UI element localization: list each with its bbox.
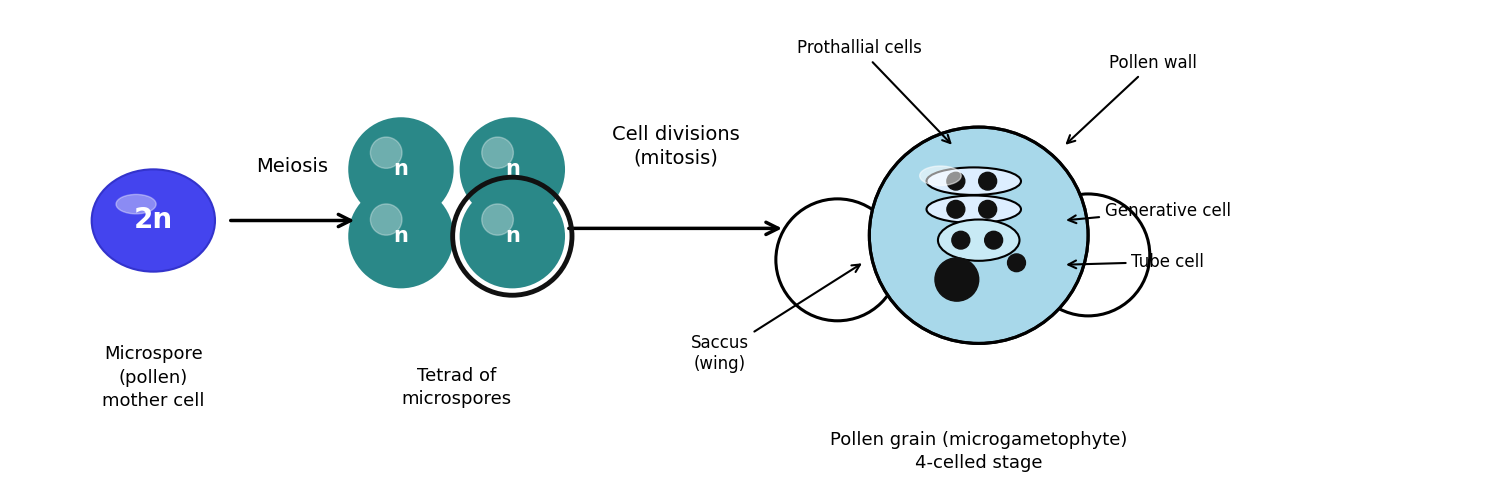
Text: n: n: [393, 160, 408, 180]
Circle shape: [348, 117, 453, 222]
Ellipse shape: [927, 168, 1022, 195]
Circle shape: [984, 232, 1002, 249]
Circle shape: [952, 232, 970, 249]
Circle shape: [934, 258, 978, 301]
Text: Cell divisions
(mitosis): Cell divisions (mitosis): [612, 126, 740, 168]
Text: n: n: [393, 226, 408, 246]
Text: 2n: 2n: [134, 206, 172, 234]
Text: Microspore
(pollen)
mother cell: Microspore (pollen) mother cell: [102, 345, 204, 410]
Text: Tetrad of
microspores: Tetrad of microspores: [402, 367, 512, 408]
Ellipse shape: [116, 194, 156, 214]
Text: Pollen grain (microgametophyte)
4-celled stage: Pollen grain (microgametophyte) 4-celled…: [830, 431, 1128, 472]
Circle shape: [870, 127, 1088, 344]
Circle shape: [1008, 254, 1026, 272]
Ellipse shape: [92, 170, 214, 272]
Text: Tube cell: Tube cell: [1068, 253, 1204, 271]
Text: Generative cell: Generative cell: [1068, 202, 1230, 223]
Circle shape: [482, 204, 513, 235]
Circle shape: [459, 117, 566, 222]
Text: Saccus
(wing): Saccus (wing): [692, 264, 859, 372]
Circle shape: [370, 204, 402, 235]
Circle shape: [348, 184, 453, 288]
Circle shape: [1026, 194, 1150, 316]
Text: Prothallial cells: Prothallial cells: [796, 40, 951, 143]
Text: Pollen wall: Pollen wall: [1066, 54, 1197, 144]
Circle shape: [459, 184, 566, 288]
Circle shape: [978, 172, 996, 190]
Circle shape: [482, 137, 513, 168]
Circle shape: [978, 200, 996, 218]
Circle shape: [946, 200, 964, 218]
Ellipse shape: [938, 220, 1020, 261]
Circle shape: [776, 199, 898, 321]
Circle shape: [370, 137, 402, 168]
Ellipse shape: [927, 196, 1022, 223]
Circle shape: [946, 172, 964, 190]
Text: n: n: [506, 160, 520, 180]
Text: Meiosis: Meiosis: [256, 157, 328, 176]
Ellipse shape: [920, 166, 962, 186]
Text: n: n: [506, 226, 520, 246]
